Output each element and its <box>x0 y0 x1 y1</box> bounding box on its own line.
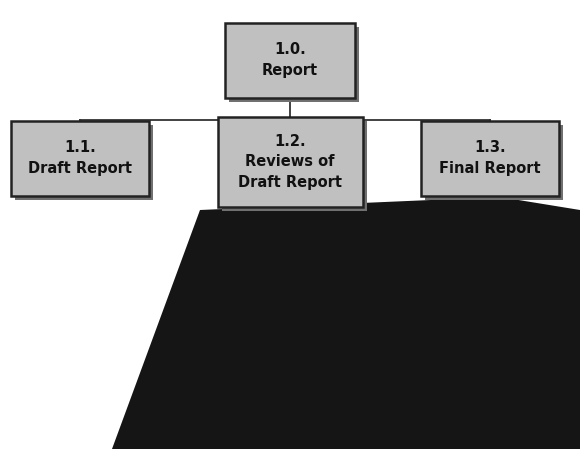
FancyBboxPatch shape <box>218 117 362 207</box>
FancyBboxPatch shape <box>11 120 149 195</box>
FancyBboxPatch shape <box>15 124 153 199</box>
Text: 1.1.
Draft Report: 1.1. Draft Report <box>28 140 132 176</box>
FancyBboxPatch shape <box>229 26 359 101</box>
Text: 1.0.
Report: 1.0. Report <box>262 42 318 78</box>
FancyBboxPatch shape <box>425 124 563 199</box>
Text: 1.3.
Final Report: 1.3. Final Report <box>439 140 541 176</box>
Text: 1.2.
Reviews of
Draft Report: 1.2. Reviews of Draft Report <box>238 134 342 190</box>
FancyBboxPatch shape <box>421 120 559 195</box>
FancyBboxPatch shape <box>222 121 367 211</box>
Polygon shape <box>112 197 580 449</box>
FancyBboxPatch shape <box>225 22 355 97</box>
